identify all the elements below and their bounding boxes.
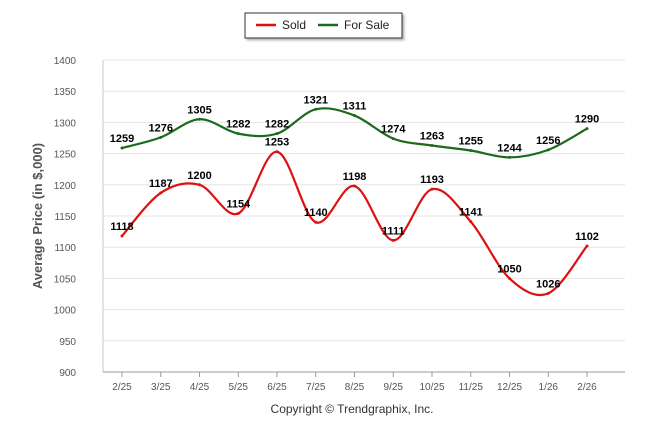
x-tick-label: 10/25 (419, 382, 444, 393)
data-label-sold: 1026 (536, 278, 560, 290)
y-tick-label: 1400 (54, 56, 77, 67)
x-tick-label: 6/25 (267, 382, 287, 393)
data-label-sold: 1102 (575, 231, 599, 243)
data-point-for-sale[interactable] (236, 132, 240, 136)
legend-label-for-sale: For Sale (344, 18, 390, 32)
data-point-for-sale[interactable] (353, 114, 356, 118)
x-tick-label: 7/25 (306, 382, 326, 393)
data-point-for-sale[interactable] (508, 155, 511, 159)
data-labels: 1118 1187 1200 1154 1253 1140 1198 1111 1193 1141… (110, 94, 599, 290)
data-label-for-sale: 1290 (575, 114, 599, 126)
data-label-sold: 1140 (304, 207, 328, 219)
data-point-for-sale[interactable] (275, 132, 279, 136)
y-tick-label: 1200 (54, 181, 77, 192)
data-point-sold[interactable] (314, 220, 318, 224)
data-point-for-sale[interactable] (159, 135, 163, 139)
y-tick-label: 1350 (54, 87, 77, 98)
legend-item-sold[interactable]: Sold (256, 18, 306, 32)
data-point-sold[interactable] (546, 291, 550, 295)
axes (102, 60, 625, 373)
data-point-for-sale[interactable] (198, 117, 201, 121)
copyright-text: Copyright © Trendgraphix, Inc. (271, 402, 434, 416)
data-point-sold[interactable] (430, 187, 434, 191)
data-label-for-sale: 1256 (536, 135, 560, 147)
data-point-sold[interactable] (236, 212, 240, 216)
data-point-sold[interactable] (198, 183, 201, 187)
x-tick-label: 4/25 (190, 382, 210, 393)
data-label-for-sale: 1311 (343, 101, 367, 113)
data-point-sold[interactable] (275, 150, 279, 154)
x-tick-label: 1/26 (539, 382, 559, 393)
x-tick-label: 12/25 (497, 382, 522, 393)
data-label-for-sale: 1305 (187, 104, 211, 116)
data-label-for-sale: 1276 (149, 122, 173, 134)
x-tick-label: 3/25 (151, 382, 171, 393)
y-tick-label: 1050 (54, 274, 77, 285)
y-tick-label: 1300 (54, 118, 77, 129)
data-label-for-sale: 1244 (497, 142, 522, 154)
data-label-sold: 1141 (459, 207, 483, 219)
data-label-for-sale: 1282 (226, 119, 250, 131)
data-label-for-sale: 1282 (265, 119, 289, 131)
y-tick-label: 1150 (54, 212, 76, 223)
data-point-for-sale[interactable] (391, 137, 395, 141)
legend-label-sold: Sold (282, 18, 306, 32)
y-tick-label: 1250 (54, 150, 77, 161)
data-label-for-sale: 1321 (304, 94, 328, 106)
legend: Sold For Sale (244, 12, 403, 39)
data-label-sold: 1111 (382, 225, 405, 237)
data-label-sold: 1154 (226, 199, 251, 211)
x-tick-label: 2/25 (112, 382, 132, 393)
data-label-for-sale: 1255 (459, 135, 483, 147)
data-label-sold: 1193 (420, 174, 444, 186)
y-tick-label: 900 (59, 368, 76, 379)
x-tick-label: 9/25 (384, 382, 404, 393)
data-point-sold[interactable] (469, 220, 473, 224)
legend-item-for-sale[interactable]: For Sale (318, 18, 390, 32)
data-label-sold: 1118 (110, 221, 133, 233)
y-tick-label: 1100 (54, 243, 76, 254)
data-point-for-sale[interactable] (585, 127, 589, 131)
data-label-for-sale: 1263 (420, 130, 444, 142)
data-label-sold: 1253 (265, 137, 289, 149)
data-point-for-sale[interactable] (120, 146, 124, 150)
data-point-sold[interactable] (120, 234, 124, 238)
series (120, 107, 589, 297)
data-point-sold[interactable] (508, 276, 511, 280)
x-tick-label: 5/25 (229, 382, 249, 393)
data-point-sold[interactable] (585, 244, 589, 248)
x-tick-label: 11/25 (459, 382, 484, 393)
data-point-sold[interactable] (391, 238, 395, 242)
data-point-for-sale[interactable] (430, 143, 434, 147)
y-tick-labels: 900 950 1000 1050 1100 1150 1200 1250 1300 1350 14… (54, 56, 77, 379)
data-label-for-sale: 1274 (381, 124, 406, 136)
y-axis-title: Average Price (in $,000) (30, 143, 45, 289)
data-point-sold[interactable] (159, 191, 163, 195)
data-point-for-sale[interactable] (314, 107, 318, 111)
data-label-for-sale: 1259 (110, 133, 134, 145)
x-tick-labels: 2/25 3/25 4/25 5/25 6/25 7/25 8/25 9/25 10/25 11/… (112, 372, 597, 393)
data-label-sold: 1198 (343, 171, 367, 183)
data-label-sold: 1050 (497, 263, 521, 275)
y-tick-label: 1000 (54, 306, 77, 317)
data-point-sold[interactable] (353, 184, 356, 188)
x-tick-label: 2/26 (577, 382, 597, 393)
data-point-for-sale[interactable] (546, 148, 550, 152)
grid (103, 59, 625, 342)
data-label-sold: 1187 (149, 178, 173, 190)
y-tick-label: 950 (59, 337, 76, 348)
x-tick-label: 8/25 (345, 382, 365, 393)
data-point-for-sale[interactable] (469, 148, 473, 152)
data-label-sold: 1200 (187, 170, 211, 182)
